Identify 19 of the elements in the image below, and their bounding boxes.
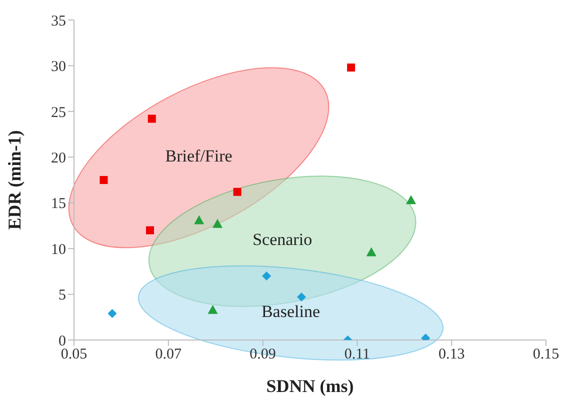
y-tick-label: 10 <box>51 242 66 258</box>
y-tick-label: 20 <box>51 150 66 166</box>
y-tick-label: 0 <box>58 333 66 350</box>
y-tick-label: 15 <box>51 196 66 212</box>
y-tick-label: 30 <box>51 59 66 76</box>
series-label: Scenario <box>252 230 312 250</box>
x-tick-label: 0.07 <box>155 346 182 363</box>
y-tick-label: 35 <box>51 13 66 30</box>
y-tick-label: 25 <box>51 104 66 121</box>
x-tick-label: 0.05 <box>60 346 88 363</box>
series-label: Brief/Fire <box>165 146 232 166</box>
x-tick-label: 0.11 <box>344 346 370 363</box>
x-tick-label: 0.15 <box>532 346 560 363</box>
x-tick-label: 0.09 <box>250 346 276 363</box>
y-tick-label: 5 <box>58 288 66 304</box>
x-axis-title: SDNN (ms) <box>266 376 354 396</box>
y-axis-title: EDR (min-1) <box>4 130 24 230</box>
x-tick-label: 0.13 <box>438 346 465 363</box>
series-label: Baseline <box>261 302 320 321</box>
